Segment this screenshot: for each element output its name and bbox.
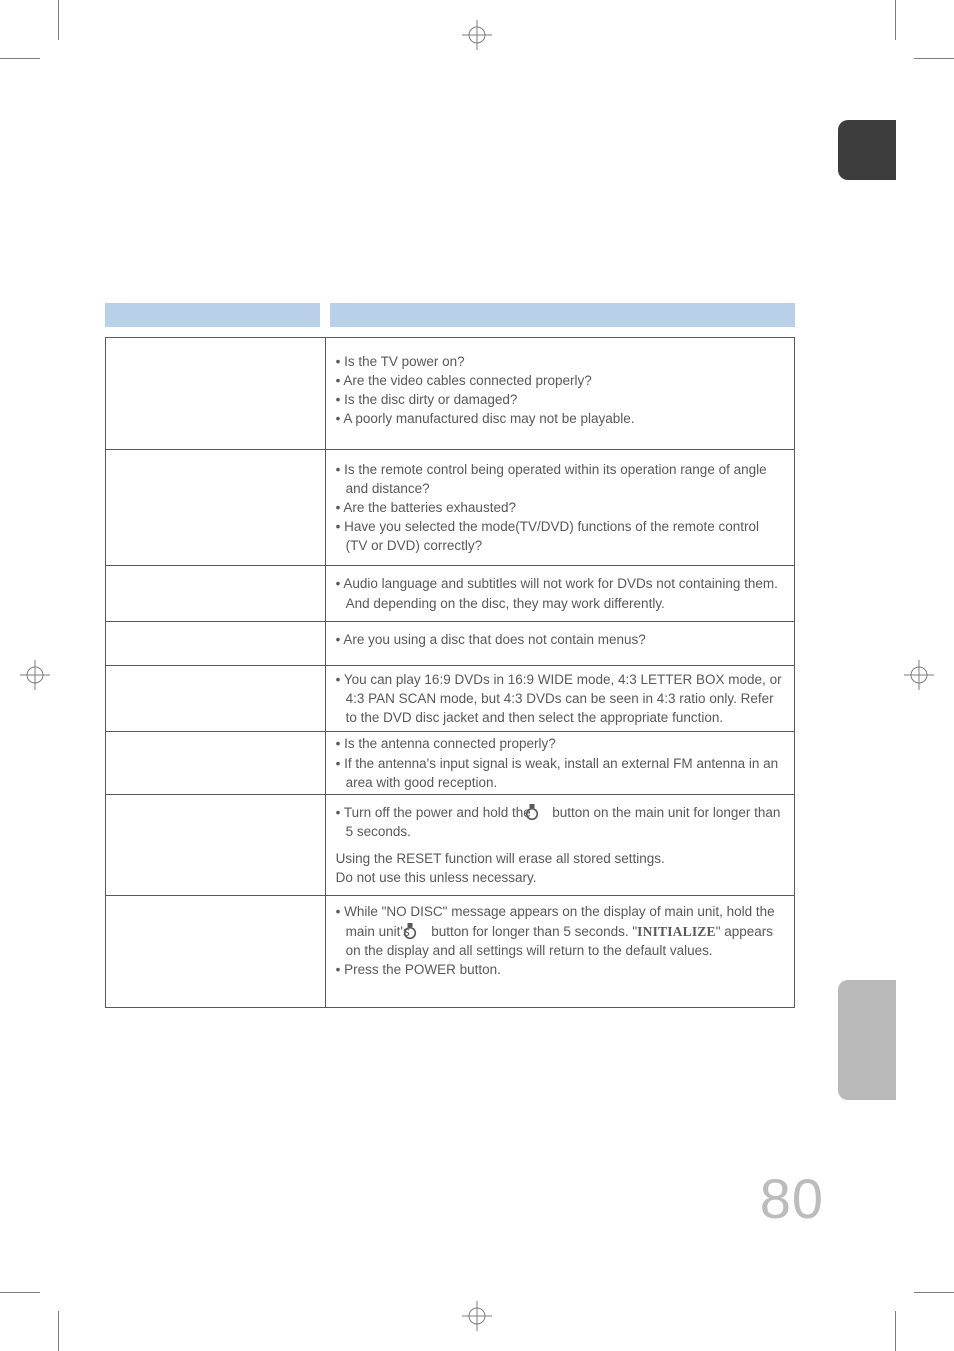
page-root: • Is the TV power on?• Are the video cab… — [0, 0, 954, 1351]
check-item: • Are the video cables connected properl… — [336, 371, 784, 390]
check-cell: • You can play 16:9 DVDs in 16:9 WIDE mo… — [325, 665, 794, 731]
crop-mark — [58, 0, 59, 40]
initialize-label: INITIALIZE — [637, 924, 716, 939]
check-item: • A poorly manufactured disc may not be … — [336, 409, 784, 428]
page-number: 80 — [760, 1166, 824, 1231]
header-bar-symptom — [105, 303, 320, 327]
check-cell: • Audio language and subtitles will not … — [325, 566, 794, 621]
symptom-cell — [106, 449, 326, 566]
table-row: • Audio language and subtitles will not … — [106, 566, 795, 621]
stop-button-icon — [413, 923, 427, 939]
crop-mark — [0, 58, 40, 59]
check-cell: • Are you using a disc that does not con… — [325, 621, 794, 665]
check-item: • Is the remote control being operated w… — [336, 460, 784, 498]
registration-mark-icon — [20, 660, 50, 690]
check-item: • Have you selected the mode(TV/DVD) fun… — [336, 517, 784, 555]
stop-button-icon — [535, 804, 549, 820]
check-cell: • Is the TV power on?• Are the video cab… — [325, 338, 794, 450]
registration-mark-icon — [904, 660, 934, 690]
check-cell: • Is the remote control being operated w… — [325, 449, 794, 566]
table-row: • Are you using a disc that does not con… — [106, 621, 795, 665]
symptom-cell — [106, 732, 326, 794]
symptom-cell — [106, 338, 326, 450]
check-cell: • Turn off the power and hold the button… — [325, 794, 794, 896]
table-row: • Is the remote control being operated w… — [106, 449, 795, 566]
check-item: • If the antenna's input signal is weak,… — [336, 754, 784, 792]
header-bar-check — [330, 303, 795, 327]
symptom-cell — [106, 621, 326, 665]
check-item: • While "NO DISC" message appears on the… — [336, 902, 784, 959]
symptom-cell — [106, 896, 326, 1008]
check-item: • You can play 16:9 DVDs in 16:9 WIDE mo… — [336, 670, 784, 727]
check-item: • Is the antenna connected properly? — [336, 734, 784, 753]
section-tab-light — [838, 980, 896, 1100]
reset-note: Using the RESET function will erase all … — [336, 849, 784, 868]
check-item: • Is the TV power on? — [336, 352, 784, 371]
table-row: • Turn off the power and hold the button… — [106, 794, 795, 896]
check-item: • Audio language and subtitles will not … — [336, 574, 784, 612]
crop-mark — [914, 58, 954, 59]
table-row: • Is the antenna connected properly?• If… — [106, 732, 795, 794]
check-item: • Turn off the power and hold the button… — [336, 803, 784, 841]
crop-mark — [895, 1311, 896, 1351]
symptom-cell — [106, 665, 326, 731]
table-row: • While "NO DISC" message appears on the… — [106, 896, 795, 1008]
section-tab-dark — [838, 120, 896, 180]
registration-mark-icon — [462, 1301, 492, 1331]
registration-mark-icon — [462, 20, 492, 50]
crop-mark — [914, 1292, 954, 1293]
table-row: • Is the TV power on?• Are the video cab… — [106, 338, 795, 450]
troubleshooting-table: • Is the TV power on?• Are the video cab… — [105, 337, 795, 1008]
check-item: • Are you using a disc that does not con… — [336, 630, 784, 649]
table-row: • You can play 16:9 DVDs in 16:9 WIDE mo… — [106, 665, 795, 731]
symptom-cell — [106, 794, 326, 896]
crop-mark — [58, 1311, 59, 1351]
table-header-bars — [105, 303, 795, 327]
check-cell: • Is the antenna connected properly?• If… — [325, 732, 794, 794]
crop-mark — [0, 1292, 40, 1293]
symptom-cell — [106, 566, 326, 621]
check-item: • Is the disc dirty or damaged? — [336, 390, 784, 409]
check-item: • Press the POWER button. — [336, 960, 784, 979]
reset-note: Do not use this unless necessary. — [336, 868, 784, 887]
check-item: • Are the batteries exhausted? — [336, 498, 784, 517]
check-cell: • While "NO DISC" message appears on the… — [325, 896, 794, 1008]
crop-mark — [895, 0, 896, 40]
